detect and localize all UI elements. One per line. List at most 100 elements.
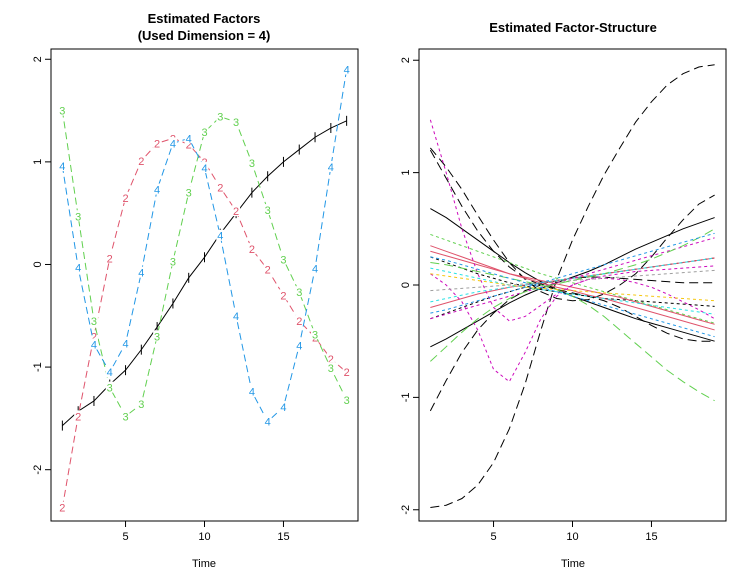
point-marker-background bbox=[153, 183, 162, 195]
point-marker-background bbox=[295, 286, 304, 298]
series-line bbox=[430, 64, 715, 509]
point-marker-background bbox=[232, 205, 241, 217]
series-point: 3 bbox=[344, 395, 350, 407]
point-marker-background bbox=[168, 137, 177, 149]
point-marker-background bbox=[279, 253, 288, 265]
series-line bbox=[430, 245, 715, 331]
point-marker-background bbox=[89, 330, 98, 342]
point-marker-background bbox=[121, 337, 130, 349]
series-line bbox=[430, 273, 715, 383]
series-point: 2 bbox=[344, 367, 350, 379]
series-point: 2 bbox=[249, 244, 255, 256]
series-line bbox=[61, 69, 348, 423]
series-point: 3 bbox=[201, 127, 207, 139]
y-tick-label: -1 bbox=[400, 392, 412, 402]
point-marker-background bbox=[326, 362, 335, 374]
series-point: 4 bbox=[312, 264, 318, 276]
series-point: 2 bbox=[265, 265, 271, 277]
x-tick-label: 10 bbox=[198, 531, 210, 543]
point-marker-background bbox=[247, 243, 256, 255]
series-point: 2 bbox=[138, 156, 144, 168]
point-marker-background bbox=[326, 161, 335, 172]
point-marker-background bbox=[74, 410, 83, 422]
right-x-axis-label: Time bbox=[561, 558, 585, 570]
point-marker-background bbox=[137, 266, 146, 278]
series-point: 4 bbox=[154, 185, 160, 197]
series-point: 2 bbox=[328, 354, 334, 366]
point-marker-background bbox=[121, 410, 130, 422]
series-line bbox=[430, 233, 715, 324]
point-marker-background bbox=[342, 366, 351, 378]
point-marker-background bbox=[200, 162, 209, 174]
series-point: 4 bbox=[138, 268, 144, 280]
series-point: 4 bbox=[186, 133, 192, 145]
series-point: 4 bbox=[344, 65, 350, 77]
series-line bbox=[430, 257, 715, 303]
point-marker-background bbox=[216, 110, 225, 122]
series-line bbox=[430, 256, 715, 307]
series-line bbox=[430, 262, 715, 402]
series-line bbox=[430, 267, 715, 315]
point-marker-background bbox=[153, 330, 162, 342]
series-point: 3 bbox=[249, 158, 255, 170]
series-point: 4 bbox=[122, 338, 128, 350]
y-tick-label: -2 bbox=[400, 505, 412, 515]
point-marker-background bbox=[200, 126, 209, 138]
series-line bbox=[430, 257, 715, 320]
series-line bbox=[429, 149, 715, 342]
series-point: 3 bbox=[217, 112, 223, 124]
series-point: 3 bbox=[138, 399, 144, 411]
point-marker-background bbox=[105, 366, 114, 378]
point-marker-background bbox=[263, 204, 272, 216]
y-tick-label: 1 bbox=[32, 159, 44, 165]
left-panel: Estimated Factors (Used Dimension = 4) T… bbox=[32, 11, 359, 570]
point-marker-background bbox=[342, 393, 351, 405]
series-line bbox=[430, 256, 715, 338]
series-point: 3 bbox=[170, 256, 176, 268]
series-point: 4 bbox=[328, 162, 334, 174]
left-chart-title: Estimated Factors bbox=[148, 11, 261, 26]
point-marker-background bbox=[121, 191, 130, 203]
series-point: 4 bbox=[280, 402, 286, 414]
series-point: 3 bbox=[91, 316, 97, 328]
series-line bbox=[430, 250, 715, 325]
series-point: 4 bbox=[249, 387, 255, 399]
point-marker-background bbox=[58, 159, 67, 171]
series-point: 4 bbox=[75, 263, 81, 275]
point-marker-background bbox=[137, 398, 146, 410]
series-point: 4 bbox=[91, 340, 97, 352]
right-chart-title: Estimated Factor-Structure bbox=[489, 20, 657, 35]
point-marker-background bbox=[105, 381, 114, 393]
series-point: 3 bbox=[107, 383, 113, 395]
y-tick-label: 0 bbox=[32, 261, 44, 267]
point-marker-background bbox=[184, 132, 193, 144]
y-tick-label: 2 bbox=[400, 57, 412, 63]
series-point: 3 bbox=[122, 411, 128, 423]
y-tick-label: 0 bbox=[400, 282, 412, 288]
y-tick-label: -1 bbox=[32, 362, 44, 372]
series-point: 2 bbox=[280, 290, 286, 302]
point-marker-background bbox=[74, 261, 83, 273]
series-line bbox=[430, 237, 715, 320]
point-marker-background bbox=[232, 115, 241, 127]
right-panel: Estimated Factor-Structure Time 5 10 15-2-… bbox=[400, 20, 727, 570]
point-marker-background bbox=[184, 138, 193, 150]
series-line bbox=[430, 232, 715, 314]
point-marker-background bbox=[58, 104, 67, 116]
point-marker-background bbox=[263, 263, 272, 275]
series-point: 4 bbox=[217, 231, 223, 243]
series-point: 2 bbox=[75, 411, 81, 423]
plot-frame bbox=[50, 48, 359, 522]
point-marker-background bbox=[153, 137, 162, 149]
series-line bbox=[430, 228, 715, 362]
point-marker-background bbox=[232, 309, 241, 321]
series-point: 4 bbox=[170, 138, 176, 150]
point-marker-background bbox=[295, 339, 304, 351]
y-tick-label: -2 bbox=[32, 465, 44, 475]
series-point: 3 bbox=[296, 287, 302, 299]
point-marker-background bbox=[168, 255, 177, 267]
left-x-axis-label: Time bbox=[192, 558, 216, 570]
series-point: 4 bbox=[201, 163, 207, 175]
point-marker-background bbox=[216, 229, 225, 241]
